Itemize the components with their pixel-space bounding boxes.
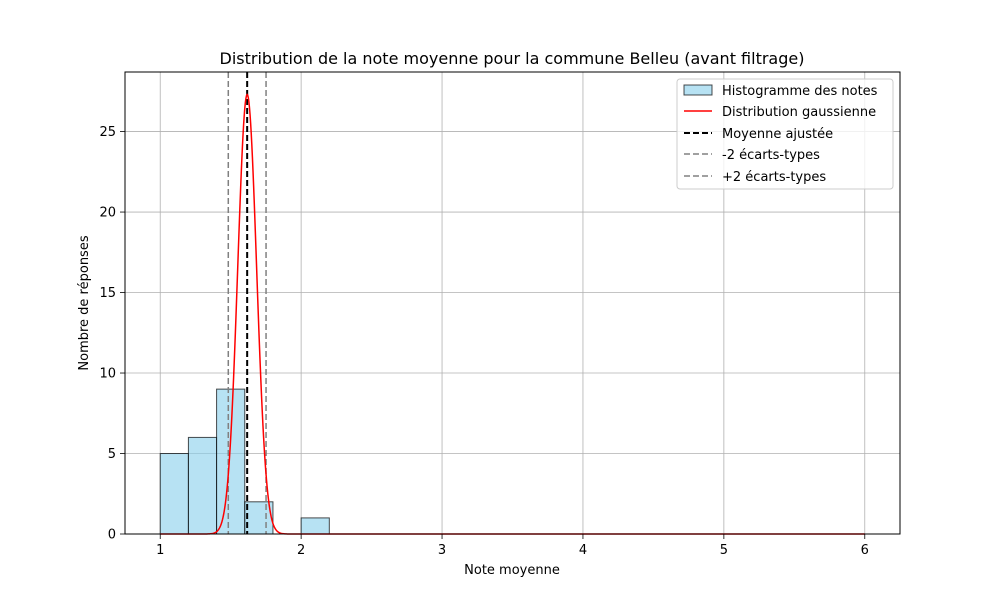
x-tick-label: 3 — [438, 543, 446, 558]
y-tick-label: 10 — [99, 367, 116, 382]
x-tick-label: 1 — [156, 543, 164, 558]
legend: Histogramme des notes Distribution gauss… — [676, 78, 894, 190]
histogram-bar — [159, 453, 189, 535]
histogram-bar — [244, 501, 274, 535]
y-tick-label: 0 — [108, 528, 116, 543]
legend-label-gaussian: Distribution gaussienne — [722, 105, 876, 120]
histogram-bar — [300, 517, 330, 535]
y-tick-label: 25 — [99, 125, 116, 140]
y-tick-label: 20 — [99, 206, 116, 221]
x-axis-ticks: 1 2 3 4 5 6 — [156, 534, 869, 558]
x-axis-label: Note moyenne — [464, 563, 560, 578]
legend-label-plus2sd: +2 écarts-types — [722, 170, 826, 185]
legend-swatch-histogram — [683, 84, 713, 96]
histogram-bar — [216, 388, 246, 535]
legend-label-histogram: Histogramme des notes — [722, 84, 878, 99]
reference-lines — [227, 72, 267, 534]
y-tick-label: 15 — [99, 286, 116, 301]
x-tick-label: 5 — [720, 543, 728, 558]
x-tick-label: 2 — [297, 543, 305, 558]
y-tick-label: 5 — [108, 447, 116, 462]
y-axis-label: Nombre de réponses — [77, 235, 92, 370]
histogram-bar — [187, 436, 218, 535]
x-tick-label: 4 — [579, 543, 587, 558]
y-axis-ticks: 0 5 10 15 20 25 — [99, 125, 125, 543]
legend-label-mean: Moyenne ajustée — [722, 127, 833, 142]
chart-title: Distribution de la note moyenne pour la … — [220, 49, 805, 68]
plot-frame — [124, 71, 901, 535]
x-tick-label: 6 — [861, 543, 869, 558]
legend-box — [676, 78, 894, 190]
histogram-bars — [159, 388, 330, 535]
legend-label-minus2sd: -2 écarts-types — [722, 148, 820, 163]
